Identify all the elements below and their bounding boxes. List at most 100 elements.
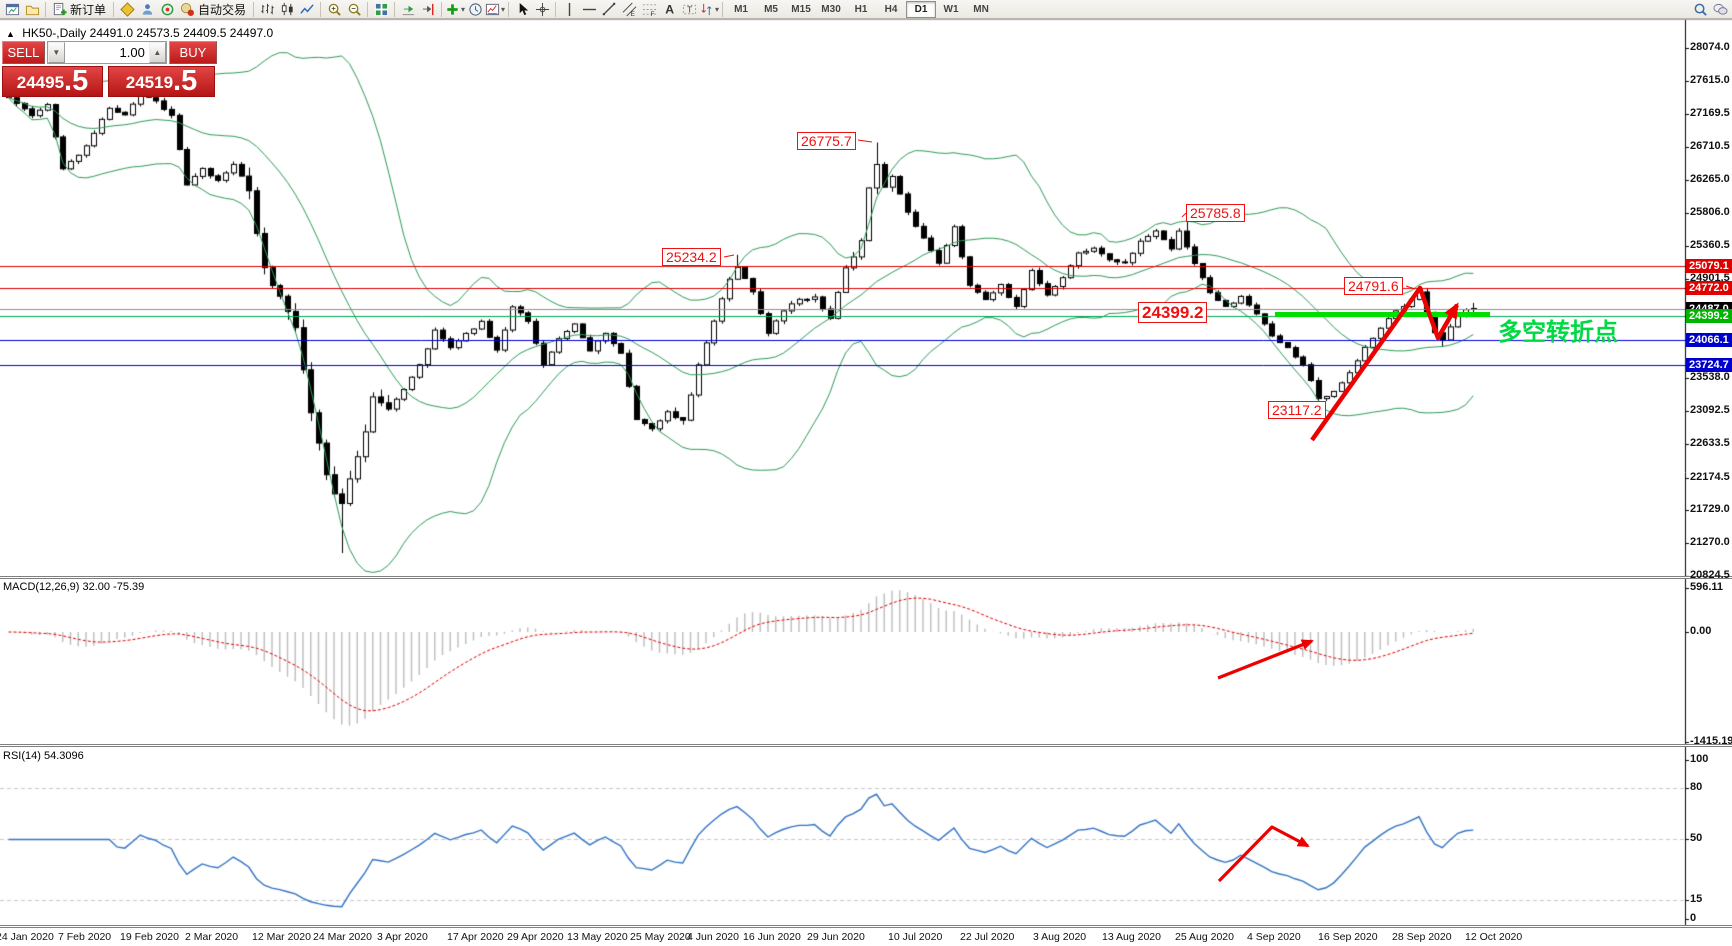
text-label-icon[interactable]: T	[679, 1, 699, 18]
price-axis-tick: 26710.5	[1690, 140, 1730, 153]
date-axis-label: 17 Apr 2020	[447, 931, 504, 943]
search-icon[interactable]	[1690, 1, 1710, 18]
date-axis-label: 29 Apr 2020	[507, 931, 564, 943]
indicators-icon[interactable]: ▾	[445, 1, 465, 18]
crosshair-icon[interactable]	[532, 1, 552, 18]
price-level-label: 24772.0	[1686, 281, 1732, 296]
zoom-out-icon[interactable]	[344, 1, 364, 18]
date-axis-label: 24 Jan 2020	[0, 931, 54, 943]
date-axis-label: 3 Aug 2020	[1033, 931, 1087, 943]
text-icon[interactable]: A	[659, 1, 679, 18]
price-annotation[interactable]: 25785.8	[1186, 204, 1245, 222]
channel-icon[interactable]: E	[619, 1, 639, 18]
macd-axis-tick: 596.11	[1690, 581, 1724, 593]
new-order-label[interactable]: 新订单	[70, 2, 107, 17]
cursor-icon[interactable]	[512, 1, 532, 18]
price-annotation[interactable]: 25234.2	[662, 248, 721, 266]
timeframe-d1-button[interactable]: D1	[906, 0, 937, 18]
turning-point-note[interactable]: 多空转折点	[1498, 319, 1618, 346]
bullish-zigzag-arrow[interactable]	[1310, 285, 1459, 442]
date-axis-label: 4 Jun 2020	[687, 931, 739, 943]
metaeditor-icon[interactable]	[117, 1, 137, 18]
timeframe-h1-button[interactable]: H1	[854, 3, 868, 15]
volume-input[interactable]	[64, 42, 149, 63]
price-annotation[interactable]: 24791.6	[1344, 277, 1403, 295]
buy-price-button[interactable]: 24519 .5	[108, 66, 215, 97]
price-axis-tick: 24901.5	[1690, 272, 1730, 285]
pane-splitter-macd[interactable]	[0, 576, 1732, 579]
signals-icon[interactable]	[157, 1, 177, 18]
candles-icon[interactable]	[277, 1, 297, 18]
macd-trend-arrow[interactable]	[1217, 639, 1314, 680]
community-icon[interactable]	[137, 1, 157, 18]
date-axis-label: 25 Aug 2020	[1175, 931, 1234, 943]
rsi-axis-tick: 50	[1690, 832, 1703, 844]
fibonacci-icon[interactable]: F	[639, 1, 659, 18]
macd-axis-tick: -1415.19	[1690, 735, 1732, 747]
zoom-in-icon[interactable]	[324, 1, 344, 18]
timeframe-m1-button[interactable]: M1	[734, 3, 748, 15]
price-annotation[interactable]: 23117.2	[1268, 401, 1326, 419]
timeframe-h4-button[interactable]: H4	[884, 3, 898, 15]
bars-icon[interactable]	[257, 1, 277, 18]
sell-price-frac: .5	[64, 65, 89, 97]
toolbar-separator	[722, 1, 724, 17]
arrows-icon[interactable]: ▾	[699, 1, 719, 18]
timeframe-m15-button[interactable]: M15	[791, 3, 811, 15]
support-zone-line[interactable]	[1275, 312, 1490, 317]
autotrading-icon[interactable]	[177, 1, 197, 18]
periods-icon[interactable]	[465, 1, 485, 18]
symbol-period-label: HK50-,Daily	[22, 26, 87, 40]
svg-text:F: F	[650, 11, 654, 17]
date-axis-label: 12 Oct 2020	[1465, 931, 1523, 943]
price-annotation[interactable]: 24399.2	[1138, 302, 1208, 323]
sell-price-button[interactable]: 24495 .5	[2, 66, 103, 97]
auto-scroll-icon[interactable]	[398, 1, 418, 18]
rsi-trend-arrow[interactable]	[1217, 825, 1310, 883]
vertical-line-icon[interactable]	[559, 1, 579, 18]
line-chart-icon[interactable]	[297, 1, 317, 18]
profiles-icon[interactable]	[22, 1, 42, 18]
rsi-indicator-label: RSI(14) 54.3096	[3, 750, 84, 762]
price-axis-tick: 28074.0	[1690, 41, 1730, 53]
horizontal-line-icon[interactable]	[579, 1, 599, 18]
timeframe-w1-button[interactable]: W1	[943, 3, 959, 15]
toolbar-separator	[508, 1, 510, 17]
one-click-collapse-icon[interactable]: ▲	[6, 29, 15, 39]
timeframe-m5-button[interactable]: M5	[764, 3, 778, 15]
volume-stepper: ▼ ▲	[46, 41, 167, 64]
new-order-icon[interactable]	[49, 1, 69, 18]
toolbar-separator	[320, 1, 322, 17]
price-annotation[interactable]: 26775.7	[797, 132, 856, 150]
volume-decrease-button[interactable]: ▼	[47, 42, 65, 63]
templates-icon[interactable]: ▾	[485, 1, 505, 18]
chart-shift-icon[interactable]	[418, 1, 438, 18]
tile-windows-icon[interactable]	[371, 1, 391, 18]
price-axis-tick: 25806.0	[1690, 206, 1730, 219]
trendline-icon[interactable]	[599, 1, 619, 18]
timeframe-mn-button[interactable]: MN	[973, 3, 989, 15]
sell-button[interactable]: SELL	[2, 41, 45, 64]
pane-splitter-rsi[interactable]	[0, 744, 1732, 747]
chat-icon[interactable]	[1710, 1, 1730, 18]
date-axis-label: 4 Sep 2020	[1247, 931, 1301, 943]
macd-indicator-label: MACD(12,26,9) 32.00 -75.39	[3, 581, 145, 593]
volume-increase-button[interactable]: ▲	[148, 42, 166, 63]
new-chart-icon[interactable]	[2, 1, 22, 18]
autotrading-label[interactable]: 自动交易	[198, 2, 247, 17]
buy-price-int: 24519	[125, 73, 174, 92]
toolbar-separator	[394, 1, 396, 17]
date-axis-label: 2 Mar 2020	[185, 931, 239, 943]
price-axis-tick: 23538.0	[1690, 371, 1730, 384]
date-axis-label: 12 Mar 2020	[252, 931, 311, 943]
timeframe-m30-button[interactable]: M30	[821, 3, 841, 15]
price-axis-tick: 22174.5	[1690, 470, 1730, 483]
buy-button[interactable]: BUY	[168, 41, 217, 64]
rsi-axis-tick: 15	[1690, 893, 1703, 905]
date-axis-label: 24 Mar 2020	[313, 931, 372, 943]
price-axis-tick: 21270.0	[1690, 536, 1730, 549]
price-level-label: 24399.2	[1686, 308, 1732, 323]
